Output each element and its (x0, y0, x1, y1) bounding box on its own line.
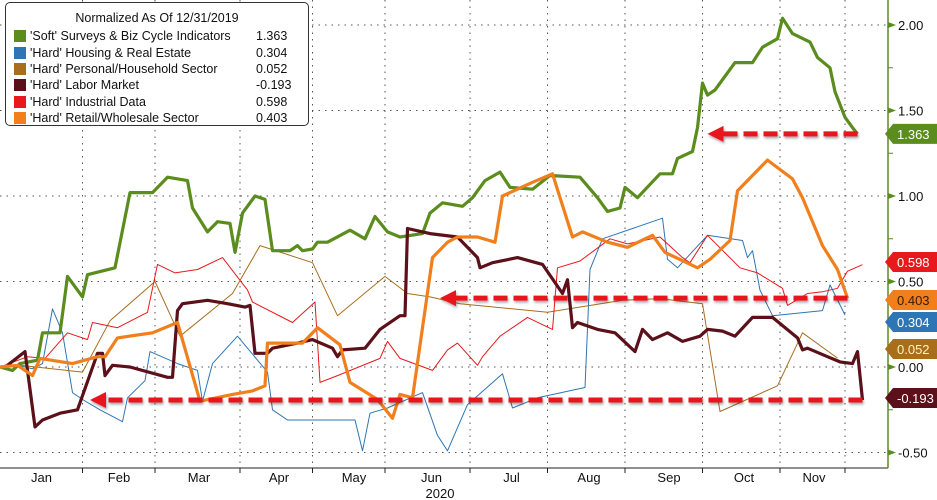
series-line-1 (0, 217, 846, 452)
y-tick-label: 1.00 (898, 189, 923, 204)
value-tag-label: 0.052 (897, 342, 930, 357)
value-tag-3 (885, 388, 937, 408)
legend-label: 'Hard' Labor Market (30, 78, 139, 93)
value-tags: 1.363 0.304 0.052 -0.193 0.598 0.403 (885, 123, 937, 408)
series-line-3 (6, 226, 865, 429)
dashed-arrow-annotation (440, 290, 848, 307)
x-tick-label: Jan (31, 470, 52, 485)
legend-item: 'Soft' Surveys & Biz Cycle Indicators 1.3… (6, 28, 308, 44)
legend-value: 0.304 (256, 45, 288, 60)
legend-item: 'Hard' Retail/Wholesale Sector 0.403 (6, 110, 308, 126)
series-lines (0, 16, 865, 452)
y-tick-marker (888, 449, 896, 456)
legend-value: 0.052 (256, 61, 288, 76)
x-tick-label: Feb (108, 470, 130, 485)
dashed-arrow-annotation (707, 125, 858, 142)
value-tag-0 (885, 123, 937, 144)
axes: 2.00 1.50 1.00 0.50 0.00 -0.50 Jan Feb Mar Apr May… (0, 0, 928, 485)
series-line-5 (0, 158, 850, 420)
legend-swatch (14, 112, 26, 125)
y-tick-label: 0.50 (898, 275, 923, 290)
legend-label: 'Hard' Personal/Household Sector (30, 61, 218, 76)
legend-label: 'Hard' Housing & Real Estate (30, 45, 192, 60)
x-tick-label: Sep (657, 470, 680, 485)
legend-swatch (14, 79, 26, 92)
value-tag-2 (885, 339, 937, 359)
legend-item: 'Hard' Personal/Household Sector 0.052 (6, 61, 308, 77)
annotations (90, 125, 863, 409)
arrow-head-icon (440, 290, 456, 307)
x-tick-label: Oct (734, 470, 755, 485)
x-tick-label: Mar (188, 470, 211, 485)
y-tick-marker (888, 193, 896, 199)
legend: Normalized As Of 12/31/2019 'Soft' Surve… (5, 2, 309, 126)
y-tick-marker (888, 278, 896, 285)
value-tag-label: 0.598 (897, 255, 930, 270)
x-tick-label: Nov (802, 470, 826, 485)
legend-value: 0.598 (256, 94, 288, 109)
dashed-arrow-annotation (90, 392, 863, 409)
value-tag-5 (885, 290, 937, 310)
series-line-2 (0, 245, 838, 412)
x-tick-label: Jun (421, 470, 442, 485)
x-axis-year-label: 2020 (426, 486, 455, 500)
series-line-0 (0, 16, 859, 372)
x-tick-label: Apr (269, 470, 290, 485)
arrow-head-icon (90, 392, 106, 409)
value-tag-label: -0.193 (897, 391, 934, 406)
y-tick-marker (888, 107, 896, 114)
legend-label: 'Soft' Surveys & Biz Cycle Indicators (30, 29, 231, 44)
value-tag-1 (885, 312, 937, 332)
y-tick-marker (888, 364, 896, 370)
legend-value: -0.193 (256, 78, 292, 93)
y-tick-marker (888, 22, 896, 28)
legend-swatch (14, 30, 26, 43)
y-tick-label: 2.00 (898, 18, 923, 33)
arrow-head-icon (707, 125, 724, 142)
value-tag-label: 0.403 (897, 293, 930, 308)
legend-label: 'Hard' Industrial Data (30, 94, 146, 109)
value-tag-4 (885, 252, 937, 272)
legend-title: Normalized As Of 12/31/2019 (75, 11, 239, 25)
legend-value: 1.363 (256, 29, 288, 44)
legend-swatch (14, 62, 26, 75)
series-line-4 (0, 234, 863, 383)
legend-label: 'Hard' Retail/Wholesale Sector (30, 111, 199, 126)
legend-swatch (14, 95, 26, 108)
legend-item: 'Hard' Labor Market -0.193 (6, 77, 308, 93)
y-tick-label: 0.00 (898, 360, 923, 375)
legend-swatch (14, 46, 26, 59)
y-tick-label: -0.50 (898, 446, 928, 461)
legend-item: 'Hard' Industrial Data 0.598 (6, 94, 308, 110)
value-tag-label: 1.363 (897, 127, 930, 142)
legend-value: 0.403 (256, 111, 288, 126)
legend-item: 'Hard' Housing & Real Estate 0.304 (6, 44, 308, 60)
x-tick-label: Jul (503, 470, 520, 485)
y-tick-label: 1.50 (898, 104, 923, 119)
value-tag-label: 0.304 (897, 315, 930, 330)
x-tick-label: May (342, 470, 367, 485)
x-tick-label: Aug (577, 470, 600, 485)
